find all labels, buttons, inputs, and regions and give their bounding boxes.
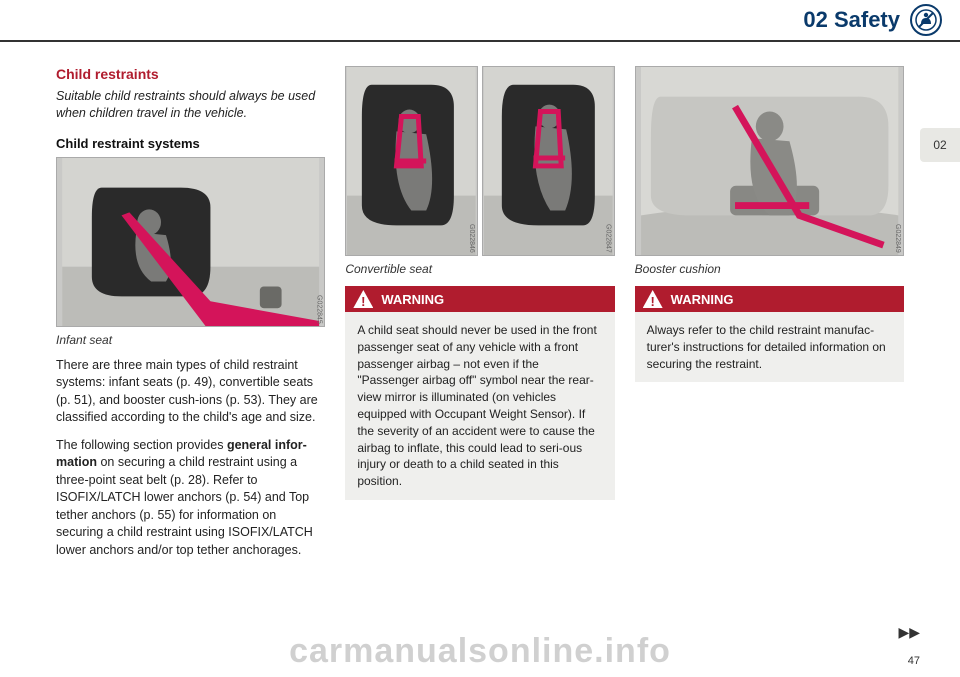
column-3: G022849 Booster cushion WARNING Always r… [635,66,904,569]
chapter-title: 02 Safety [803,7,900,33]
column-1: Child restraints Suitable child restrain… [56,66,325,569]
column-2: G022846 G022847 Convertible seat [345,66,614,569]
warning-label: WARNING [381,292,444,307]
warning-text: A child seat should never be used in the… [345,312,614,500]
image-code: G022849 [894,224,901,253]
figure-infant-seat: G022845 [56,157,325,327]
p2-part-c: on securing a child restraint using a th… [56,455,313,557]
image-code: G022845 [315,295,322,324]
warning-text: Always refer to the child restraint manu… [635,312,904,382]
convertible-rear-facing: G022846 [345,66,478,256]
figure-caption: Booster cushion [635,262,904,276]
p2-part-a: The following section provides [56,438,227,452]
page-header: 02 Safety [0,0,960,42]
convertible-forward-facing: G022847 [482,66,615,256]
warning-box: WARNING Always refer to the child restra… [635,286,904,382]
subheading: Child restraint systems [56,136,325,151]
warning-label: WARNING [671,292,734,307]
figure-caption: Convertible seat [345,262,614,276]
figure-convertible-seat: G022846 G022847 [345,66,614,256]
warning-triangle-icon [353,290,373,308]
chapter-tab-label: 02 [933,138,946,152]
chapter-tab: 02 [920,128,960,162]
intro-text: Suitable child restraints should always … [56,88,325,122]
watermark: carmanualsonline.info [0,632,960,671]
page: 02 Safety 02 Child restraints Suitable c… [0,0,960,677]
warning-header: WARNING [345,286,614,312]
page-number: 47 [908,655,920,667]
section-title: Child restraints [56,66,325,82]
figure-booster-cushion: G022849 [635,66,904,256]
nav-next-icon: ▶▶ [898,624,920,641]
image-code: G022846 [468,224,475,253]
warning-header: WARNING [635,286,904,312]
figure-caption: Infant seat [56,333,325,347]
content-columns: Child restraints Suitable child restrain… [0,42,960,569]
no-child-front-seat-icon [910,4,942,36]
image-code: G022847 [605,224,612,253]
paragraph-1: There are three main types of child rest… [56,357,325,427]
paragraph-2: The following section provides general i… [56,437,325,560]
warning-triangle-icon [643,290,663,308]
warning-box: WARNING A child seat should never be use… [345,286,614,500]
